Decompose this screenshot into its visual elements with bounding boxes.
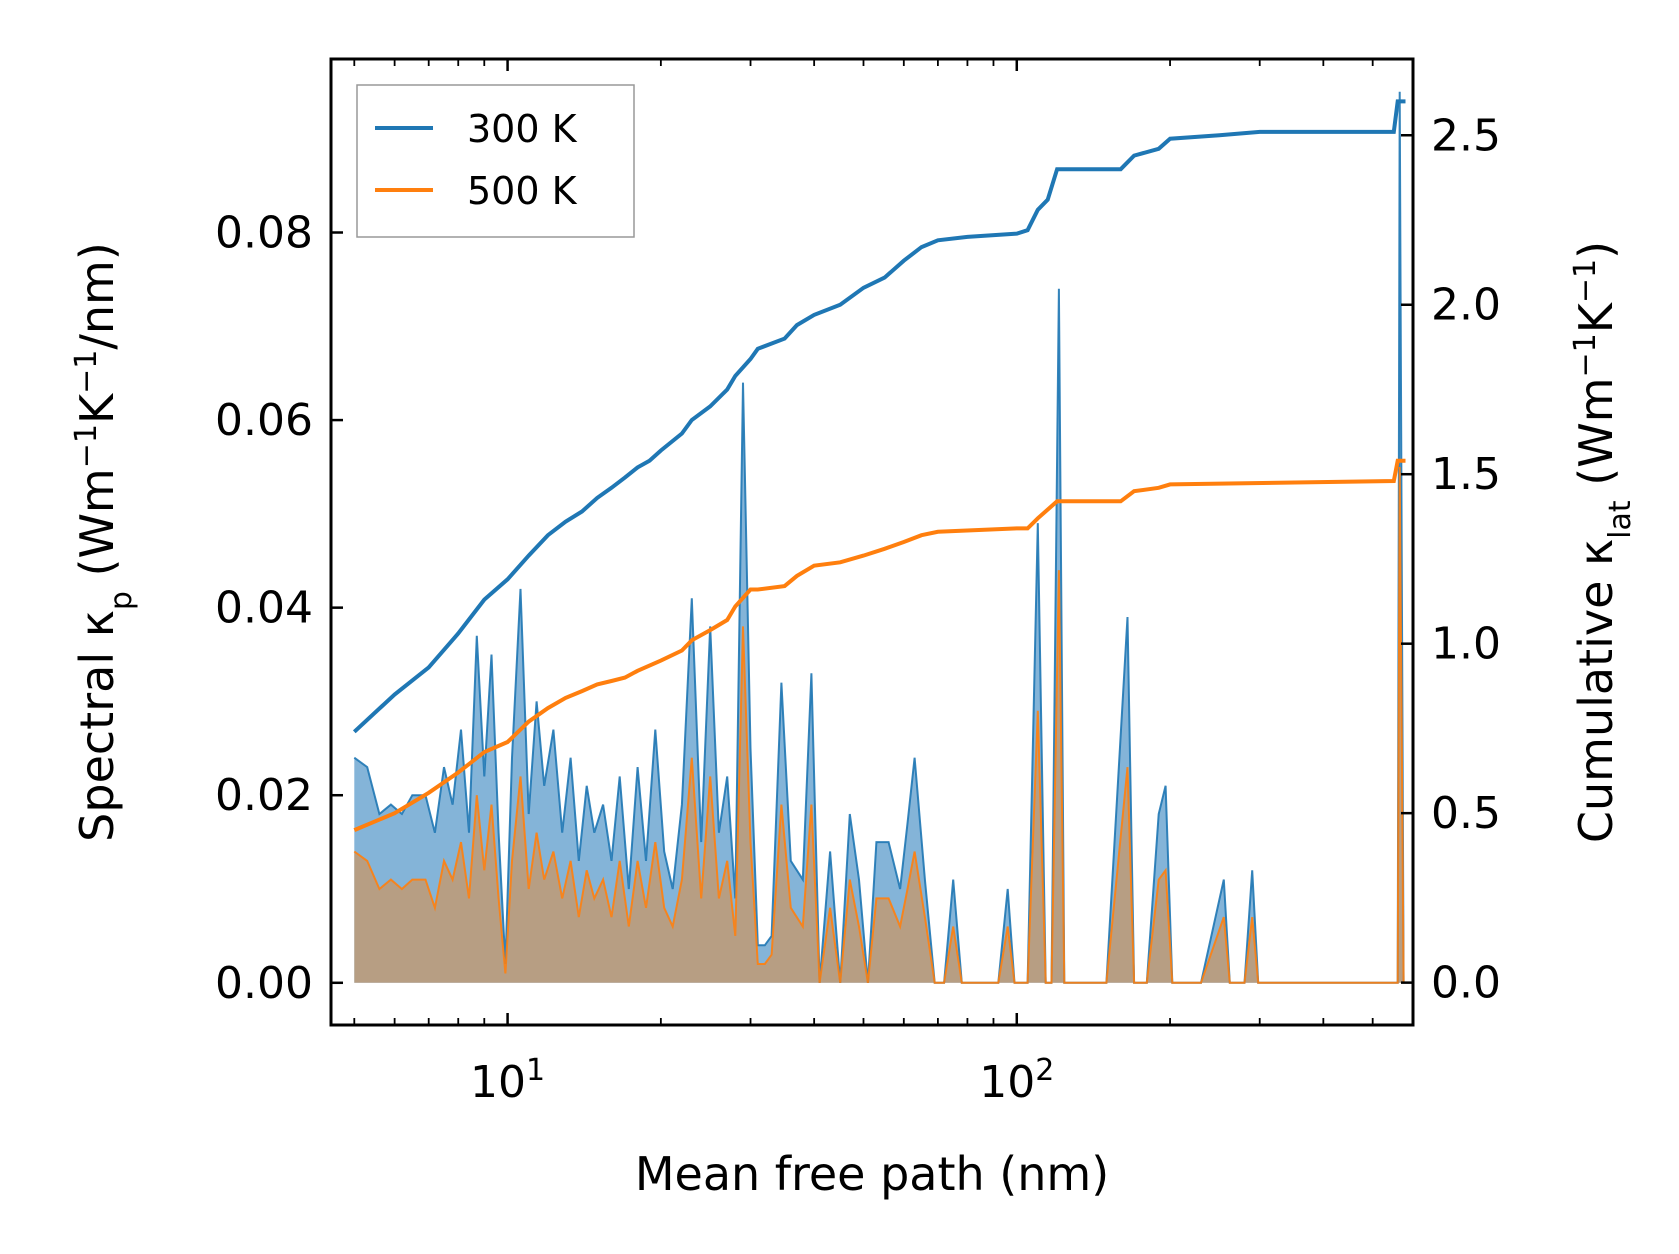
x-tick-label: 101 — [470, 1053, 545, 1109]
left-tick-label: 0.04 — [215, 583, 313, 634]
spectral-fills — [354, 91, 1404, 983]
left-tick-label: 0.06 — [215, 395, 313, 446]
plot-frame — [329, 57, 1415, 1027]
right-tick-label: 1.5 — [1431, 449, 1501, 500]
legend-box — [356, 84, 635, 238]
legend-label-500k: 500 K — [467, 169, 578, 213]
right-tick-label: 1.0 — [1431, 619, 1501, 670]
right-tick-label: 0.5 — [1431, 788, 1501, 839]
left-tick-label: 0.02 — [215, 770, 313, 821]
spectral-line-300k — [353, 91, 1405, 984]
right-tick-label: 2.5 — [1431, 110, 1501, 161]
right-tick-label: 0.0 — [1431, 958, 1501, 1009]
legend: 300 K 500 K — [356, 84, 635, 238]
right-tick-label: 2.0 — [1431, 280, 1501, 331]
cumulative-lines — [352, 99, 1406, 832]
legend-label-300k: 300 K — [467, 107, 578, 151]
left-tick-label: 0.08 — [215, 208, 313, 259]
right-axis-label: Cumulative κlat (Wm−1K−1) — [1568, 241, 1638, 843]
x-tick-label: 102 — [979, 1053, 1054, 1109]
left-axis-label: Spectral κp (Wm−1K−1/nm) — [69, 242, 139, 842]
x-axis-label: Mean free path (nm) — [635, 1147, 1109, 1201]
left-tick-label: 0.00 — [215, 958, 313, 1009]
spectral-lines — [353, 91, 1405, 984]
cumulative-line-500k — [353, 458, 1406, 832]
spectral-line-500k — [353, 466, 1405, 984]
axis-ticks: 0.00 0.02 0.04 0.06 0.08 0.0 0.5 1.0 1.5 2.0 2.5 10… — [215, 59, 1501, 1108]
cumulative-line-300k — [352, 99, 1406, 734]
spectral-fill-500k — [354, 467, 1404, 983]
